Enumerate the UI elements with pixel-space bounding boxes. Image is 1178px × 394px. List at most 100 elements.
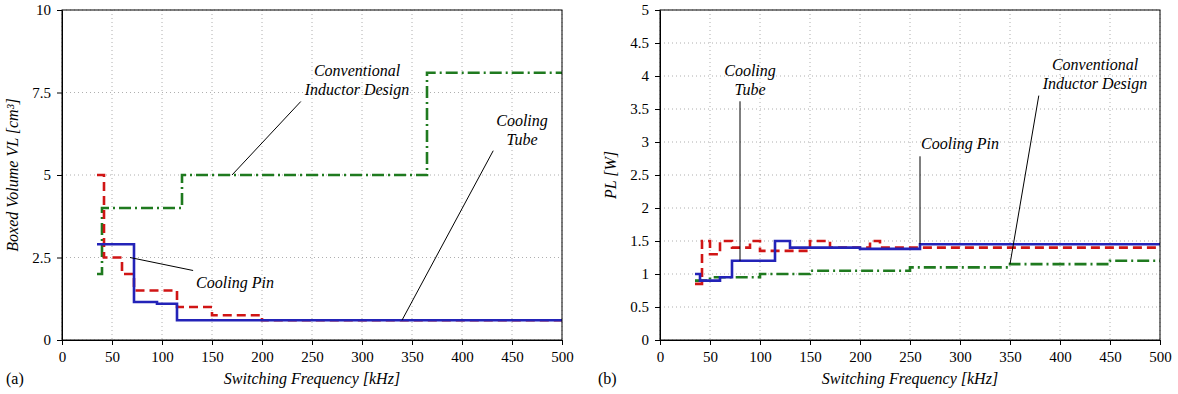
x-tick-label: 250 — [301, 349, 324, 365]
y-tick: 0 — [44, 332, 63, 348]
y-tick-label: 2.5 — [630, 167, 649, 183]
x-tick: 350 — [999, 340, 1022, 365]
y-tick: 2.5 — [32, 250, 62, 266]
y-tick-mark — [57, 340, 62, 341]
annotation-line: Inductor Design — [304, 81, 409, 99]
panel-label: (a) — [6, 370, 24, 388]
y-tick-mark — [655, 241, 660, 242]
y-tick-mark — [655, 274, 660, 275]
y-tick-label: 4 — [642, 68, 650, 84]
x-tick-mark — [212, 340, 213, 345]
x-tick-mark — [1010, 340, 1011, 345]
y-tick-mark — [655, 109, 660, 110]
x-tick-label: 400 — [1049, 349, 1072, 365]
x-tick-label: 100 — [151, 349, 174, 365]
plot-background — [660, 10, 1160, 340]
x-tick: 50 — [105, 340, 120, 365]
y-tick-mark — [655, 10, 660, 11]
x-tick-mark — [910, 340, 911, 345]
y-tick: 4 — [642, 68, 661, 84]
x-tick-label: 150 — [799, 349, 822, 365]
annotation-line: Cooling Pin — [196, 274, 274, 292]
y-tick: 2 — [642, 200, 661, 216]
y-tick: 3 — [642, 134, 661, 150]
x-tick-mark — [710, 340, 711, 345]
leader-line — [1010, 96, 1039, 265]
y-tick-label: 3 — [642, 134, 650, 150]
x-tick-label: 300 — [949, 349, 972, 365]
grid-line-x — [112, 10, 113, 340]
x-tick: 400 — [451, 340, 474, 365]
x-tick-mark — [860, 340, 861, 345]
grid-line-y — [660, 274, 1160, 275]
y-tick-label: 5 — [44, 167, 52, 183]
x-tick-label: 0 — [59, 349, 67, 365]
x-tick: 150 — [201, 340, 224, 365]
x-tick-label: 300 — [351, 349, 374, 365]
step-line — [695, 261, 1160, 281]
y-tick-label: 5 — [642, 2, 650, 18]
x-tick-mark — [312, 340, 313, 345]
y-tick-label: 1 — [642, 266, 650, 282]
x-tick: 500 — [551, 340, 574, 365]
x-tick: 250 — [899, 340, 922, 365]
x-tick: 200 — [251, 340, 274, 365]
y-tick-mark — [57, 93, 62, 94]
step-line — [695, 241, 1160, 284]
annotations: CoolingTubeCooling PinConventionalInduct… — [724, 56, 1147, 265]
y-tick: 0.5 — [630, 299, 660, 315]
x-tick: 100 — [151, 340, 174, 365]
x-tick-label: 450 — [501, 349, 524, 365]
x-tick-mark — [62, 340, 63, 345]
x-tick: 400 — [1049, 340, 1072, 365]
y-tick: 1.5 — [630, 233, 660, 249]
figure: 05010015020025030035040045050002.557.510… — [0, 0, 1178, 394]
leader-line — [232, 102, 301, 176]
x-tick: 100 — [749, 340, 772, 365]
x-tick-label: 500 — [551, 349, 574, 365]
grid-line-x — [1010, 10, 1011, 340]
annotation-line: Cooling Pin — [921, 135, 999, 153]
y-tick-label: 2.5 — [32, 250, 51, 266]
x-tick-label: 50 — [703, 349, 718, 365]
y-axis-line — [660, 11, 661, 341]
annotation: ConventionalInductor Design — [1042, 56, 1147, 93]
y-tick-label: 0 — [642, 332, 650, 348]
y-tick-label: 0 — [44, 332, 52, 348]
grid-line-y — [660, 43, 1160, 44]
leader-line — [130, 258, 193, 271]
x-tick-label: 200 — [849, 349, 872, 365]
annotations: ConventionalInductor Design Cooling Pin Co… — [130, 62, 548, 321]
y-tick-mark — [655, 307, 660, 308]
x-tick-mark — [760, 340, 761, 345]
series-group — [695, 241, 1160, 284]
y-tick: 5 — [44, 167, 63, 183]
step-line — [97, 244, 562, 320]
y-tick: 7.5 — [32, 85, 62, 101]
y-tick-mark — [655, 208, 660, 209]
x-tick-mark — [960, 340, 961, 345]
y-tick: 1 — [642, 266, 661, 282]
x-tick: 200 — [849, 340, 872, 365]
grid-line-y — [660, 241, 1160, 242]
x-tick-mark — [562, 340, 563, 345]
panel: 05010015020025030035040045050000.511.522… — [598, 2, 1172, 388]
grid — [660, 10, 1160, 340]
y-tick-label: 7.5 — [32, 85, 51, 101]
x-axis-title: Switching Frequency [kHz] — [822, 370, 998, 388]
annotation: CoolingTube — [496, 112, 548, 148]
x-tick-mark — [1060, 340, 1061, 345]
y-axis-title: PL [W] — [602, 151, 619, 200]
annotation-line: Tube — [734, 81, 765, 98]
annotation: ConventionalInductor Design — [304, 62, 409, 99]
y-tick-label: 4.5 — [630, 35, 649, 51]
y-tick-mark — [57, 258, 62, 259]
plot-background — [62, 10, 562, 340]
plot-frame — [62, 10, 562, 340]
series-group — [97, 73, 562, 321]
x-tick-label: 350 — [401, 349, 424, 365]
y-axis: 02.557.510 — [32, 2, 62, 348]
annotation-line: Tube — [506, 131, 537, 148]
x-axis-title: Switching Frequency [kHz] — [224, 370, 400, 388]
x-tick-mark — [1160, 340, 1161, 345]
